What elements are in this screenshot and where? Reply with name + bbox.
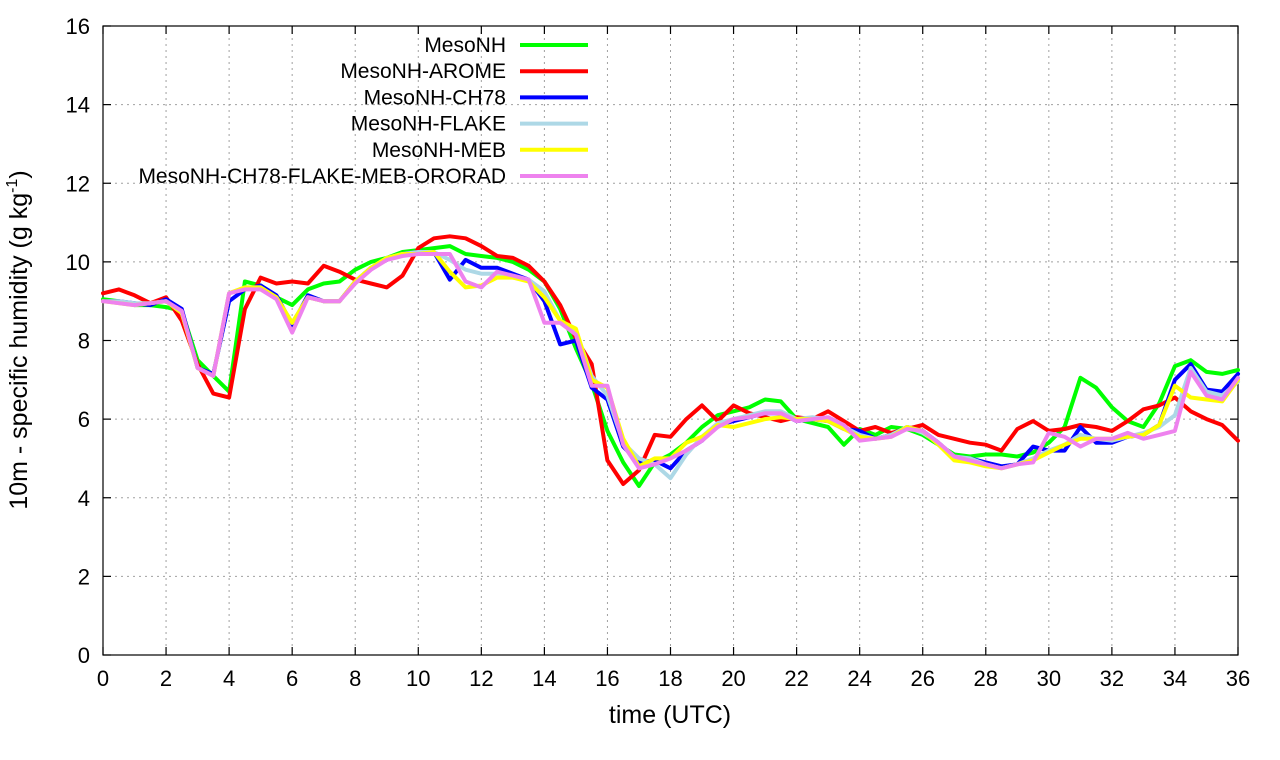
- x-tick-label: 16: [595, 666, 619, 691]
- y-tick-label: 2: [78, 564, 90, 589]
- series-line-mesonh: [101, 244, 1240, 488]
- y-tick-label: 6: [78, 407, 90, 432]
- x-tick-label: 20: [721, 666, 745, 691]
- series-line-mesonh-ch78-flake-meb-ororad: [101, 252, 1240, 471]
- x-tick-label: 28: [974, 666, 998, 691]
- y-axis-title: 10m - specific humidity (g kg-1): [4, 170, 33, 509]
- y-axis-title-main: 10m - specific humidity (g kg: [5, 193, 33, 510]
- x-tick-label: 2: [160, 666, 172, 691]
- y-tick-label: 12: [66, 171, 90, 196]
- axis-ticks: 0 2 4 6 8 10 12 14 16 18 20 22 24 26 28 30 32 34 360246810…: [66, 14, 1251, 691]
- y-tick-label: 0: [78, 643, 90, 668]
- y-tick-label: 10: [66, 250, 90, 275]
- y-tick-label: 16: [66, 14, 90, 39]
- x-tick-label: 24: [847, 666, 871, 691]
- y-tick-label: 14: [66, 93, 90, 118]
- legend-label-mesonh-ch78: MesoNH-CH78: [364, 86, 506, 109]
- y-axis-title-superscript: -1: [4, 179, 21, 193]
- legend-label-mesonh-flake: MesoNH-FLAKE: [351, 113, 506, 136]
- legend: MesoNH MesoNH-AROME MesoNH-CH78 MesoNH-FLAK…: [138, 34, 588, 188]
- x-axis-title: time (UTC): [609, 701, 731, 729]
- y-axis-title-end: ): [5, 170, 33, 178]
- x-tick-label: 32: [1100, 666, 1124, 691]
- series-lines: [101, 234, 1240, 488]
- x-tick-label: 6: [286, 666, 298, 691]
- x-tick-label: 8: [349, 666, 361, 691]
- x-tick-label: 4: [223, 666, 235, 691]
- x-tick-label: 30: [1037, 666, 1061, 691]
- x-tick-label: 12: [469, 666, 493, 691]
- x-tick-label: 34: [1163, 666, 1187, 691]
- x-tick-label: 18: [658, 666, 682, 691]
- grid-lines: [103, 26, 1238, 655]
- legend-label-mesonh-arome: MesoNH-AROME: [340, 60, 506, 83]
- x-tick-label: 22: [784, 666, 808, 691]
- x-tick-label: 36: [1226, 666, 1250, 691]
- x-tick-label: 26: [910, 666, 934, 691]
- legend-label-mesonh: MesoNH: [424, 34, 506, 57]
- y-tick-label: 8: [78, 329, 90, 354]
- x-tick-label: 0: [97, 666, 109, 691]
- legend-label-mesonh-meb: MesoNH-MEB: [372, 139, 506, 162]
- x-tick-label: 10: [406, 666, 430, 691]
- y-tick-label: 4: [78, 486, 90, 511]
- legend-label-mesonh-ch78-flake-meb-ororad: MesoNH-CH78-FLAKE-MEB-ORORAD: [138, 165, 506, 188]
- x-tick-label: 14: [532, 666, 556, 691]
